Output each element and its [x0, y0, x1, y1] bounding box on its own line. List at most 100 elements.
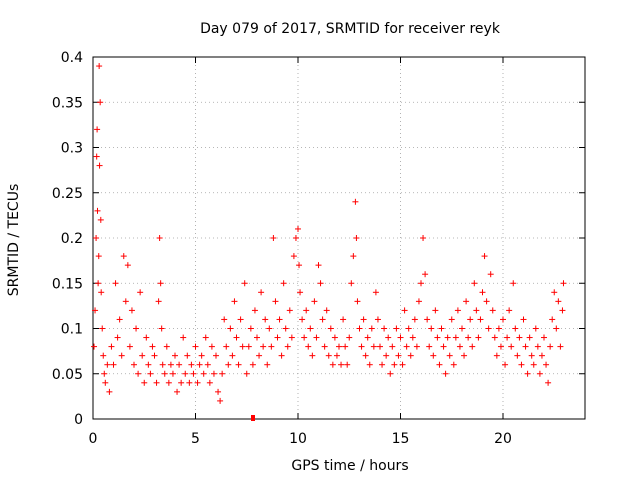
- y-axis-label: SRMTID / TECUs: [6, 184, 22, 297]
- data-point: [471, 280, 478, 287]
- data-point: [153, 379, 160, 386]
- data-point: [327, 325, 334, 332]
- data-point: [208, 343, 215, 350]
- y-tick-label: 0.4: [61, 50, 83, 66]
- data-point: [483, 298, 490, 305]
- data-point: [210, 370, 217, 377]
- data-point: [383, 352, 390, 359]
- data-point: [536, 370, 543, 377]
- data-point: [530, 361, 537, 368]
- data-point: [485, 325, 492, 332]
- data-point: [440, 343, 447, 350]
- data-point: [169, 370, 176, 377]
- data-point: [156, 235, 163, 241]
- data-point: [180, 334, 187, 341]
- data-point: [348, 280, 355, 287]
- data-point: [233, 334, 240, 341]
- data-point: [436, 361, 443, 368]
- data-point: [137, 289, 144, 296]
- data-point: [91, 343, 98, 350]
- data-point: [500, 316, 506, 323]
- data-point: [296, 262, 303, 269]
- y-tick-label: 0.25: [52, 186, 83, 202]
- data-point: [229, 352, 236, 359]
- data-point: [415, 298, 422, 305]
- data-point: [167, 361, 174, 368]
- x-tick-label: 0: [89, 431, 98, 447]
- data-point: [491, 334, 498, 341]
- data-point: [126, 343, 133, 350]
- data-point: [450, 361, 457, 368]
- data-point: [360, 316, 367, 323]
- data-point: [190, 370, 197, 377]
- data-point: [368, 325, 375, 332]
- data-point: [268, 343, 275, 350]
- data-point: [497, 343, 504, 350]
- data-point: [165, 379, 172, 386]
- data-point: [147, 370, 154, 377]
- data-point: [557, 343, 564, 350]
- data-point: [215, 388, 222, 395]
- data-point: [387, 370, 394, 377]
- data-point: [424, 316, 431, 323]
- data-point: [346, 334, 353, 341]
- data-point: [353, 235, 360, 241]
- data-point: [461, 352, 468, 359]
- data-point: [422, 271, 429, 278]
- data-point: [305, 343, 312, 350]
- data-point: [467, 316, 474, 323]
- axis-tick-labels: 0 0.05 0.1 0.15 0.2 0.25 0.3 0.35 0.4 0 5 10 15 20: [52, 50, 512, 447]
- data-point: [110, 361, 117, 368]
- data-point: [426, 343, 433, 350]
- data-point: [159, 361, 166, 368]
- data-point: [182, 370, 189, 377]
- data-point: [108, 343, 115, 350]
- data-point: [313, 334, 320, 341]
- data-point: [299, 316, 306, 323]
- y-tick-label: 0.2: [61, 231, 83, 247]
- data-point: [118, 352, 125, 359]
- data-point: [411, 316, 418, 323]
- data-point: [342, 343, 349, 350]
- data-point: [560, 280, 567, 287]
- data-point: [225, 361, 232, 368]
- data-point: [221, 316, 228, 323]
- data-point: [452, 334, 459, 341]
- data-point: [502, 361, 509, 368]
- data-point: [116, 316, 123, 323]
- data-point: [551, 289, 558, 296]
- data-point: [391, 361, 398, 368]
- data-point: [545, 379, 552, 386]
- data-point: [97, 216, 104, 223]
- data-point: [274, 334, 281, 341]
- data-point: [325, 352, 332, 359]
- data-point: [297, 289, 304, 296]
- data-point: [249, 361, 256, 368]
- x-tick-label: 10: [289, 431, 307, 447]
- data-point: [516, 334, 523, 341]
- data-point: [362, 352, 369, 359]
- data-point: [223, 343, 230, 350]
- data-point: [157, 280, 164, 287]
- data-point: [151, 352, 158, 359]
- data-point: [235, 361, 242, 368]
- data-point: [510, 280, 517, 287]
- data-point: [94, 207, 101, 214]
- data-point: [559, 307, 566, 314]
- data-point: [428, 325, 435, 332]
- data-point: [493, 352, 500, 359]
- data-point: [186, 379, 193, 386]
- data-point: [364, 334, 371, 341]
- data-point: [333, 352, 340, 359]
- data-point: [213, 352, 219, 359]
- data-point: [172, 352, 178, 359]
- data-point: [356, 325, 363, 332]
- data-point: [114, 334, 121, 341]
- data-point: [95, 253, 102, 260]
- data-point: [96, 162, 103, 169]
- data-point: [206, 379, 213, 386]
- data-point: [276, 316, 283, 323]
- data-point: [543, 361, 550, 368]
- data-point: [135, 370, 142, 377]
